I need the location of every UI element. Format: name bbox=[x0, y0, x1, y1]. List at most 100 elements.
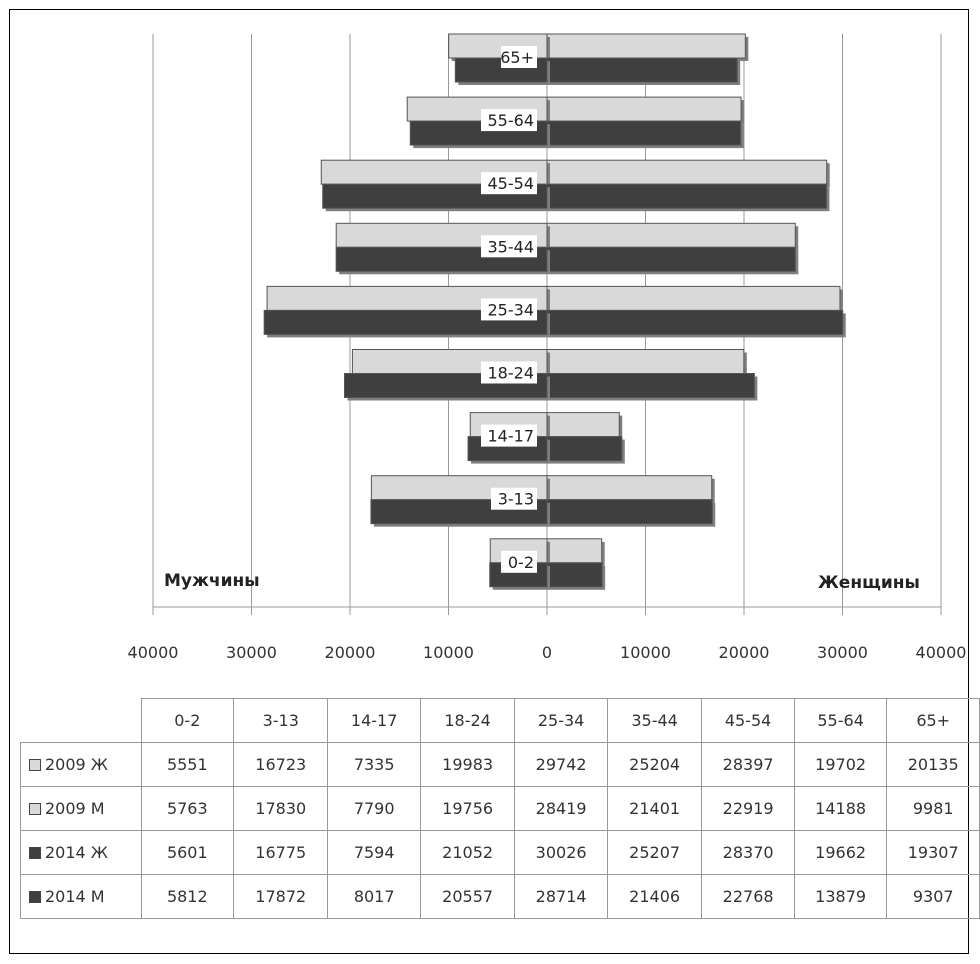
table-row: 2014 М 5812 17872 8017 20557 28714 21406 22768 1… bbox=[20, 874, 980, 919]
bar-2014-ж-3-13 bbox=[546, 499, 716, 527]
table-header-65-plus: 65+ bbox=[886, 698, 980, 743]
category-label-65-plus: 65+ bbox=[500, 48, 534, 67]
bar-2014-ж-14-17 bbox=[546, 436, 625, 464]
x-tick-label: 40000 bbox=[128, 643, 179, 662]
category-label-18-24: 18-24 bbox=[488, 364, 535, 383]
bar-2009-ж-0-2-face bbox=[546, 538, 603, 564]
bar-2014-ж-18-24-face bbox=[546, 373, 755, 398]
data-table-header: 0-2 3-13 14-17 18-24 25-34 35-44 45-54 55-64 65+ bbox=[20, 698, 980, 743]
x-tick-label: 20000 bbox=[325, 643, 376, 662]
table-cell: 7594 bbox=[327, 830, 421, 875]
table-cell: 5763 bbox=[140, 786, 235, 831]
table-cell: 28397 bbox=[701, 742, 795, 787]
table-corner bbox=[20, 698, 142, 743]
category-label-bg bbox=[481, 235, 537, 258]
category-label-14-17: 14-17 bbox=[488, 427, 535, 446]
category-label-55-64: 55-64 bbox=[488, 111, 535, 130]
left-side-label: Мужчины bbox=[164, 571, 260, 591]
table-cell: 25207 bbox=[606, 830, 703, 875]
bar-2009-ж-55-64 bbox=[546, 96, 745, 125]
table-cell: 28370 bbox=[701, 830, 795, 875]
x-axis-ticks: 40000 30000 20000 10000 0 10000 20000 30000 4000… bbox=[128, 643, 967, 662]
right-side-label: Женщины bbox=[818, 573, 920, 593]
table-header-25-34: 25-34 bbox=[514, 698, 608, 743]
bar-2009-ж-0-2 bbox=[546, 538, 605, 566]
x-tick-label: 20000 bbox=[719, 643, 770, 662]
bar-2014-ж-35-44-face bbox=[546, 246, 796, 272]
bar-2014-ж-45-54 bbox=[546, 183, 830, 212]
bar-2009-ж-35-44 bbox=[546, 222, 799, 251]
bar-2009-ж-45-54 bbox=[546, 159, 830, 188]
category-label-3-13: 3-13 bbox=[498, 490, 534, 509]
legend-key bbox=[29, 891, 41, 903]
table-cell: 16723 bbox=[232, 742, 329, 787]
bar-2014-ж-3-13-face bbox=[546, 499, 713, 525]
table-cell: 22768 bbox=[701, 874, 795, 919]
table-row-header: 2014 Ж bbox=[20, 830, 142, 875]
category-label-45-54: 45-54 bbox=[488, 174, 535, 193]
bar-2014-ж-35-44 bbox=[546, 246, 799, 275]
legend-label: 2014 Ж bbox=[45, 843, 109, 862]
legend-label: 2009 М bbox=[45, 799, 105, 818]
table-cell: 21052 bbox=[419, 830, 516, 875]
table-cell: 19983 bbox=[419, 742, 516, 787]
chart-frame: 0-2 3-13 14-17 18-24 25-34 35-44 45-54 55-64 65+… bbox=[9, 9, 969, 954]
bars bbox=[263, 33, 846, 590]
table-cell: 21406 bbox=[606, 874, 703, 919]
table-cell: 19702 bbox=[793, 742, 888, 787]
table-cell: 25204 bbox=[606, 742, 703, 787]
table-row: 2009 Ж 5551 16723 7335 19983 29742 25204 28397 1… bbox=[20, 742, 980, 787]
category-label-bg bbox=[481, 361, 537, 384]
x-tick-label: 30000 bbox=[817, 643, 868, 662]
bar-2009-ж-18-24 bbox=[546, 349, 747, 377]
table-cell: 21401 bbox=[606, 786, 703, 831]
category-label-bg bbox=[481, 424, 537, 447]
table-cell: 7335 bbox=[327, 742, 421, 787]
table-header-18-24: 18-24 bbox=[419, 698, 516, 743]
table-cell: 30026 bbox=[514, 830, 608, 875]
bar-2009-ж-18-24-face bbox=[546, 349, 745, 374]
table-row-header: 2014 М bbox=[20, 874, 142, 919]
table-cell: 13879 bbox=[793, 874, 888, 919]
x-tick-label: 40000 bbox=[916, 643, 967, 662]
bar-2009-ж-25-34 bbox=[546, 285, 843, 314]
bar-2014-ж-14-17-face bbox=[546, 436, 623, 462]
table-cell: 8017 bbox=[327, 874, 421, 919]
table-cell: 5601 bbox=[140, 830, 235, 875]
category-label-bg bbox=[501, 46, 537, 68]
table-cell: 28419 bbox=[514, 786, 608, 831]
bar-2014-ж-55-64-face bbox=[546, 120, 742, 146]
category-label-25-34: 25-34 bbox=[488, 300, 535, 319]
data-table: 0-2 3-13 14-17 18-24 25-34 35-44 45-54 55-64 65+… bbox=[20, 698, 980, 919]
table-cell: 9981 bbox=[886, 786, 980, 831]
x-tick-label: 30000 bbox=[226, 643, 277, 662]
table-header-0-2: 0-2 bbox=[140, 698, 235, 743]
category-label-bg bbox=[501, 550, 537, 573]
bar-2009-ж-25-34-face bbox=[546, 285, 841, 311]
x-tick-label: 0 bbox=[542, 643, 552, 662]
table-row: 2014 Ж 5601 16775 7594 21052 30026 25207 28370 1… bbox=[20, 830, 980, 875]
bar-2014-ж-55-64 bbox=[546, 120, 744, 149]
table-header-45-54: 45-54 bbox=[701, 698, 795, 743]
bar-2009-ж-55-64-face bbox=[546, 96, 742, 122]
table-cell: 22919 bbox=[701, 786, 795, 831]
table-header-14-17: 14-17 bbox=[327, 698, 421, 743]
table-cell: 19307 bbox=[886, 830, 980, 875]
table-cell: 14188 bbox=[793, 786, 888, 831]
data-table-body: 2009 Ж 5551 16723 7335 19983 29742 25204 28397 1… bbox=[20, 742, 980, 919]
legend-key bbox=[29, 759, 41, 771]
x-tick-label: 10000 bbox=[423, 643, 474, 662]
legend-label: 2014 М bbox=[45, 887, 105, 906]
bar-2009-ж-35-44-face bbox=[546, 222, 796, 248]
category-labels: 0-2 3-13 14-17 18-24 25-34 35-44 45-54 55-64 65+ bbox=[481, 46, 537, 573]
category-label-bg bbox=[481, 172, 537, 195]
bar-2014-ж-65-plus-face bbox=[546, 57, 738, 83]
bar-2014-м-25-34 bbox=[263, 309, 550, 338]
table-cell: 19662 bbox=[793, 830, 888, 875]
bar-2014-ж-45-54-face bbox=[546, 183, 827, 209]
table-cell: 29742 bbox=[514, 742, 608, 787]
table-cell: 20557 bbox=[419, 874, 516, 919]
legend-key bbox=[29, 847, 41, 859]
category-label-bg bbox=[491, 487, 537, 510]
bar-2014-ж-0-2-face bbox=[546, 562, 603, 588]
